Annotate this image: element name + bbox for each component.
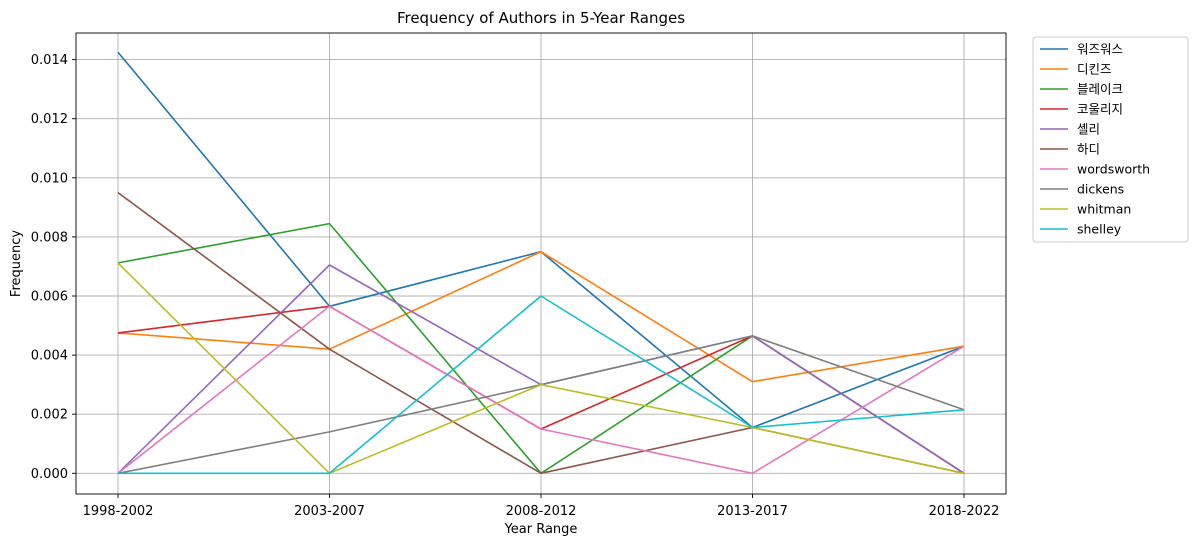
legend-label: 셸리 bbox=[1077, 122, 1100, 137]
y-tick-label: 0.002 bbox=[31, 408, 68, 423]
y-tick-label: 0.000 bbox=[31, 467, 68, 482]
y-tick-label: 0.006 bbox=[31, 290, 68, 305]
x-tick-label: 2013-2017 bbox=[717, 504, 788, 519]
chart-title: Frequency of Authors in 5-Year Ranges bbox=[397, 9, 685, 27]
y-tick-label: 0.004 bbox=[31, 349, 68, 364]
plot-frame bbox=[75, 32, 1007, 495]
series-line-2 bbox=[117, 250, 965, 383]
series-lines bbox=[117, 51, 965, 475]
series-line-10 bbox=[118, 295, 965, 475]
legend-label: shelley bbox=[1077, 222, 1122, 237]
series-line-7 bbox=[117, 305, 965, 475]
y-tick-label: 0.012 bbox=[31, 112, 68, 127]
legend-label: 워즈워스 bbox=[1077, 42, 1123, 57]
legend-label: wordsworth bbox=[1077, 162, 1150, 177]
x-axis-label: Year Range bbox=[504, 522, 578, 537]
legend-label: 하디 bbox=[1077, 142, 1100, 157]
y-tick-label: 0.014 bbox=[31, 53, 68, 68]
legend-label: dickens bbox=[1077, 182, 1124, 197]
x-tick-label: 2018-2022 bbox=[929, 504, 1000, 519]
legend-label: whitman bbox=[1077, 202, 1131, 217]
legend-label: 코울리지 bbox=[1077, 102, 1123, 117]
x-tick-label: 2003-2007 bbox=[294, 504, 365, 519]
legend-label: 디킨즈 bbox=[1077, 62, 1112, 77]
y-tick-label: 0.008 bbox=[31, 230, 68, 245]
grid bbox=[76, 33, 1006, 494]
legend-box bbox=[1032, 36, 1189, 243]
legend-label: 블레이크 bbox=[1077, 82, 1123, 97]
y-axis-label: Frequency bbox=[9, 230, 24, 297]
series-line-9 bbox=[117, 262, 965, 475]
y-tick-label: 0.010 bbox=[31, 171, 68, 186]
axis-ticks: 1998-2002 2003-2007 2008-2012 2013-2017 2018… bbox=[31, 53, 1000, 519]
x-tick-label: 2008-2012 bbox=[506, 504, 577, 519]
x-tick-label: 1998-2002 bbox=[83, 504, 154, 519]
